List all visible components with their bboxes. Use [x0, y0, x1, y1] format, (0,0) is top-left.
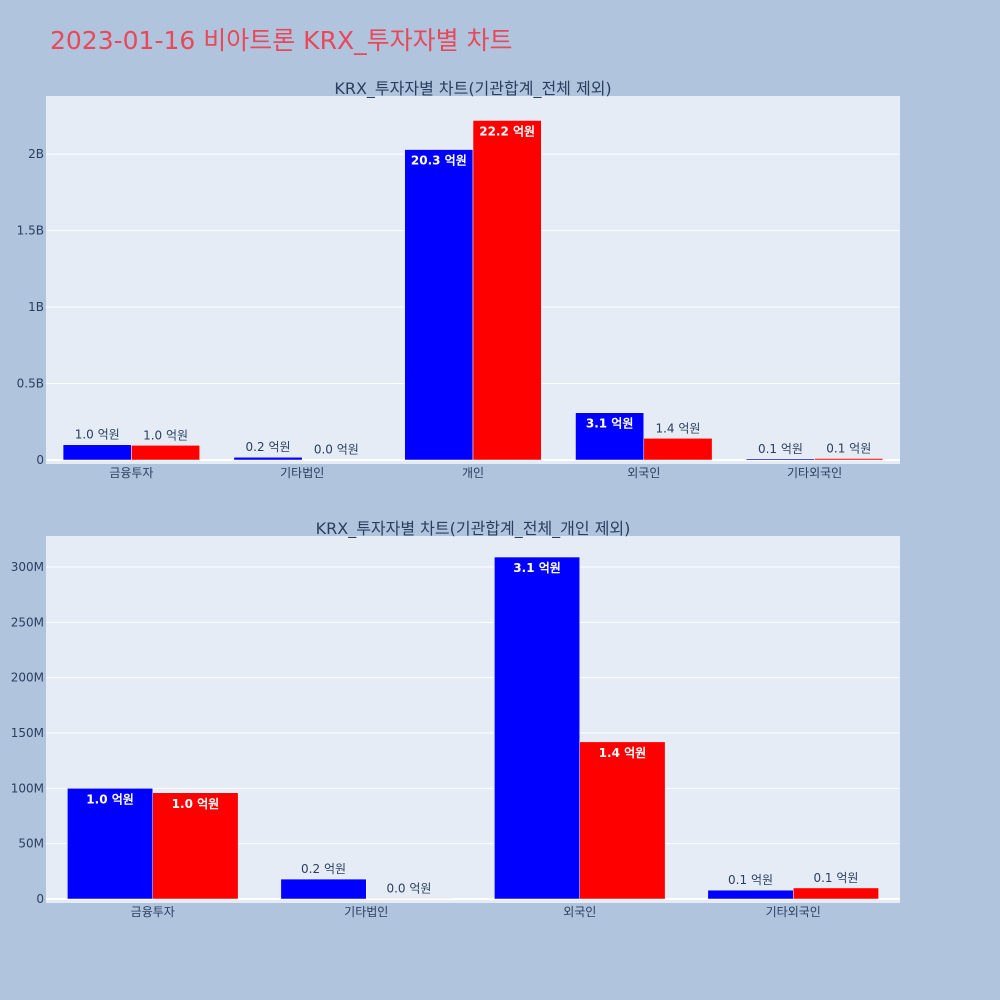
data-label: 3.1 억원: [513, 561, 561, 575]
y-tick-label: 250M: [11, 615, 44, 629]
y-tick-label: 200M: [11, 671, 44, 685]
chart-title: KRX_투자자별 차트(기관합계_전체 제외): [334, 79, 611, 99]
bar-series-0-0: [62, 444, 132, 461]
data-label: 1.4 억원: [655, 421, 700, 435]
x-tick-label: 금융투자: [109, 466, 153, 480]
x-tick-label: 외국인: [627, 466, 660, 480]
y-tick-label: 300M: [11, 560, 44, 574]
data-label: 22.2 억원: [479, 124, 535, 138]
chart-excluding-individual: KRX_투자자별 차트(기관합계_전체_개인 제외) 0 50M 100M 150M 20…: [11, 519, 900, 919]
data-label: 0.2 억원: [301, 862, 346, 876]
y-tick-label: 150M: [11, 726, 44, 740]
figure-title: 2023-01-16 비아트론 KRX_투자자별 차트: [50, 26, 513, 55]
data-label: 0.0 억원: [386, 881, 431, 895]
bar-series-0-1: [280, 878, 367, 900]
bar-series-1-1: [301, 459, 371, 461]
x-tick-label: 기타외국인: [766, 905, 821, 919]
bar-series-0-4: [746, 458, 815, 461]
y-tick-label: 1B: [28, 300, 44, 314]
chart-all-investors: KRX_투자자별 차트(기관합계_전체 제외) 0 0.5B 1B 1.5B 2B 금융투자…: [17, 79, 900, 480]
bar-series-1-3: [643, 438, 713, 461]
data-label: 1.0 억원: [86, 792, 134, 806]
x-tick-label: 기타법인: [280, 466, 324, 480]
chart-title: KRX_투자자별 차트(기관합계_전체_개인 제외): [316, 519, 631, 539]
bar-series-1-0: [152, 792, 239, 900]
y-tick-label: 0: [36, 892, 44, 906]
x-tick-label: 기타외국인: [787, 466, 842, 480]
bar-series-1-2: [472, 120, 542, 461]
bar-series-1-1: [366, 898, 452, 900]
bar-series-0-1: [233, 456, 303, 461]
y-tick-label: 2B: [28, 147, 44, 161]
y-tick-label: 100M: [11, 781, 44, 795]
data-label: 1.0 억원: [75, 428, 120, 442]
x-tick-label: 기타법인: [344, 905, 388, 919]
y-tick-label: 0: [36, 453, 44, 467]
data-label: 0.1 억원: [758, 442, 803, 456]
bar-series-0-3: [575, 412, 645, 461]
x-tick-label: 금융투자: [131, 905, 175, 919]
data-label: 0.1 억원: [813, 871, 858, 885]
data-label: 0.0 억원: [314, 443, 359, 457]
bar-series-0-3: [707, 889, 794, 900]
bar-series-0-2: [404, 149, 474, 461]
bar-series-1-4: [814, 458, 884, 461]
data-label: 20.3 억원: [411, 154, 467, 168]
y-tick-label: 0.5B: [17, 377, 44, 391]
data-label: 0.2 억원: [246, 440, 291, 454]
data-label: 1.4 억원: [599, 746, 647, 760]
bar-series-0-0: [67, 788, 153, 900]
data-label: 0.1 억원: [728, 873, 773, 887]
bar-series-1-2: [579, 741, 666, 900]
data-label: 1.0 억원: [143, 428, 188, 442]
x-tick-label: 개인: [462, 466, 484, 480]
y-tick-label: 1.5B: [17, 224, 44, 238]
bar-series-0-2: [494, 556, 581, 900]
y-tick-label: 50M: [18, 837, 44, 851]
bar-series-1-0: [131, 445, 200, 461]
x-tick-label: 외국인: [563, 905, 596, 919]
data-label: 0.1 억원: [826, 441, 871, 455]
data-label: 1.0 억원: [172, 797, 220, 811]
bar-series-1-3: [793, 887, 879, 900]
data-label: 3.1 억원: [586, 417, 634, 431]
